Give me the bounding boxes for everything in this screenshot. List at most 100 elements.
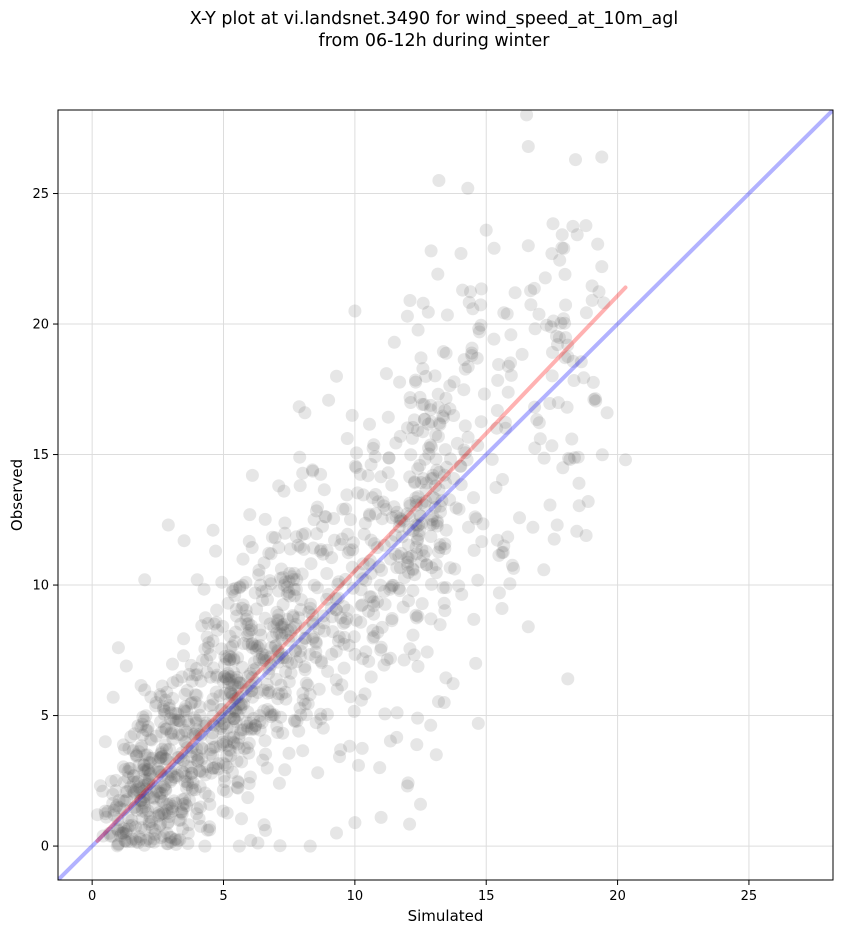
- scatter-point: [159, 783, 173, 797]
- scatter-point: [137, 793, 151, 807]
- scatter-point: [216, 783, 230, 797]
- scatter-point: [537, 451, 551, 465]
- scatter-point: [367, 599, 381, 613]
- scatter-point: [194, 800, 207, 814]
- scatter-point: [179, 735, 193, 749]
- scatter-point: [426, 491, 440, 504]
- scatter-point: [282, 575, 296, 588]
- scatter-point: [184, 760, 198, 774]
- scatter-point: [124, 835, 138, 849]
- scatter-point: [430, 516, 444, 530]
- scatter-point: [272, 584, 286, 598]
- scatter-point: [406, 628, 420, 642]
- scatter-point: [270, 626, 284, 640]
- scatter-point: [521, 239, 535, 253]
- scatter-point: [226, 735, 240, 749]
- scatter-point: [570, 524, 584, 538]
- scatter-point: [249, 643, 263, 657]
- scatter-point: [424, 244, 438, 258]
- scatter-point: [332, 575, 346, 589]
- scatter-point: [418, 498, 432, 512]
- scatter-point: [450, 436, 464, 450]
- scatter-point: [223, 731, 237, 745]
- scatter-point: [195, 752, 209, 766]
- scatter-point: [214, 722, 227, 735]
- scatter-point: [281, 624, 295, 637]
- scatter-point: [591, 237, 605, 251]
- scatter-point: [155, 794, 168, 808]
- scatter-point: [437, 411, 450, 425]
- scatter-point: [409, 540, 423, 554]
- scatter-point: [272, 608, 286, 622]
- scatter-point: [373, 761, 387, 775]
- scatter-point: [174, 805, 188, 819]
- scatter-point: [271, 726, 285, 739]
- scatter-point: [520, 110, 534, 122]
- scatter-point: [225, 690, 239, 704]
- scatter-point: [280, 612, 294, 626]
- scatter-point: [209, 685, 223, 699]
- scatter-point: [119, 827, 133, 841]
- scatter-point: [420, 476, 433, 490]
- scatter-point: [255, 647, 269, 661]
- scatter-point: [330, 826, 343, 840]
- scatter-point: [295, 567, 309, 581]
- scatter-point: [312, 622, 326, 636]
- scatter-point: [210, 623, 224, 637]
- scatter-point: [554, 316, 568, 330]
- scatter-point: [229, 673, 243, 687]
- scatter-point: [374, 810, 388, 824]
- scatter-point: [136, 763, 150, 777]
- scatter-point: [227, 730, 241, 744]
- scatter-point: [507, 561, 521, 575]
- scatter-point: [579, 306, 593, 320]
- scatter-point: [172, 714, 186, 728]
- scatter-point: [528, 322, 542, 336]
- scatter-point: [524, 298, 538, 312]
- scatter-point: [364, 590, 378, 604]
- scatter-point: [235, 698, 249, 712]
- scatter-point: [141, 804, 155, 817]
- scatter-point: [166, 657, 179, 671]
- scatter-point: [329, 644, 343, 658]
- scatter-point: [248, 718, 262, 732]
- scatter-point: [457, 443, 471, 457]
- scatter-point: [173, 833, 187, 847]
- scatter-point: [152, 765, 166, 779]
- scatter-point: [384, 651, 397, 665]
- scatter-point: [417, 412, 431, 426]
- scatter-point: [129, 820, 142, 834]
- scatter-point: [287, 582, 301, 596]
- scatter-point: [147, 835, 161, 849]
- scatter-point: [155, 742, 169, 756]
- scatter-point: [228, 678, 242, 692]
- scatter-point: [149, 699, 163, 713]
- scatter-point: [235, 601, 249, 615]
- scatter-point: [557, 241, 571, 255]
- scatter-point: [223, 673, 237, 687]
- scatter-point: [142, 815, 156, 829]
- scatter-point: [110, 822, 124, 836]
- scatter-point: [202, 636, 216, 650]
- scatter-point: [162, 701, 176, 715]
- scatter-point: [169, 707, 183, 720]
- scatter-point: [154, 750, 168, 764]
- scatter-point: [116, 794, 130, 808]
- scatter-point: [225, 585, 239, 599]
- scatter-point: [278, 575, 292, 589]
- scatter-point: [298, 406, 312, 420]
- scatter-point: [209, 615, 223, 629]
- scatter-point: [158, 807, 172, 821]
- scatter-point: [412, 528, 426, 542]
- scatter-point: [244, 678, 258, 692]
- scatter-point: [259, 823, 272, 837]
- scatter-point: [387, 500, 401, 514]
- scatter-point: [462, 520, 475, 534]
- scatter-point: [309, 645, 323, 659]
- scatter-point: [432, 695, 445, 709]
- scatter-point: [392, 520, 406, 533]
- scatter-point: [595, 448, 609, 462]
- scatter-point: [431, 267, 445, 281]
- scatter-point: [376, 495, 390, 509]
- scatter-point: [208, 761, 222, 775]
